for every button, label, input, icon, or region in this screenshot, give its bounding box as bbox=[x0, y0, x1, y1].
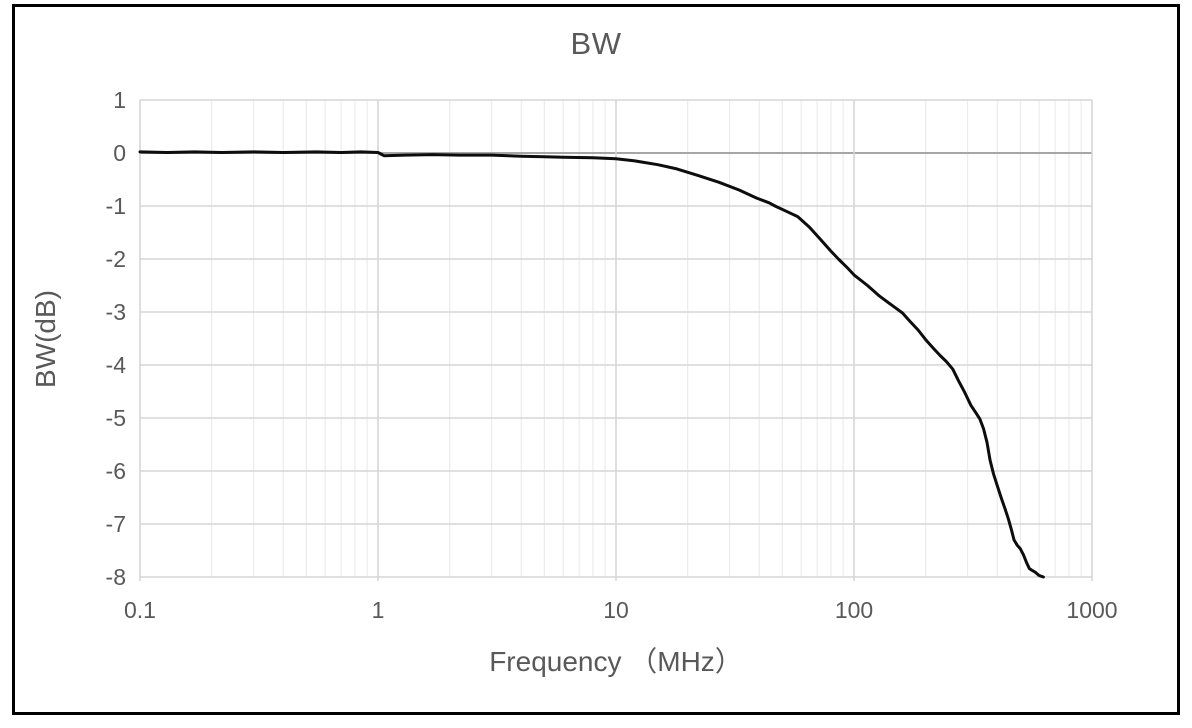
y-tick-label: -5 bbox=[106, 405, 126, 431]
x-tick-label: 1000 bbox=[1066, 597, 1117, 623]
chart-title: BW bbox=[570, 26, 622, 61]
y-tick-label: -6 bbox=[106, 458, 126, 484]
y-tick-label: 0 bbox=[113, 140, 126, 166]
y-tick-label: -7 bbox=[106, 511, 126, 537]
y-tick-label: -2 bbox=[106, 246, 126, 272]
y-axis-title: BW(dB) bbox=[30, 290, 61, 388]
x-tick-label: 10 bbox=[603, 597, 629, 623]
y-tick-label: -8 bbox=[106, 564, 126, 590]
y-tick-label: -3 bbox=[106, 299, 126, 325]
bw-curve bbox=[138, 150, 1045, 579]
x-tick-label: 1 bbox=[372, 597, 385, 623]
figure-frame bbox=[12, 4, 1180, 715]
x-axis-title: Frequency （MHz） bbox=[489, 646, 743, 677]
y-tick-label: -4 bbox=[106, 352, 127, 378]
y-tick-label: 1 bbox=[113, 87, 126, 113]
x-tick-label: 100 bbox=[835, 597, 873, 623]
y-tick-label: -1 bbox=[106, 193, 126, 219]
x-tick-label: 0.1 bbox=[124, 597, 156, 623]
